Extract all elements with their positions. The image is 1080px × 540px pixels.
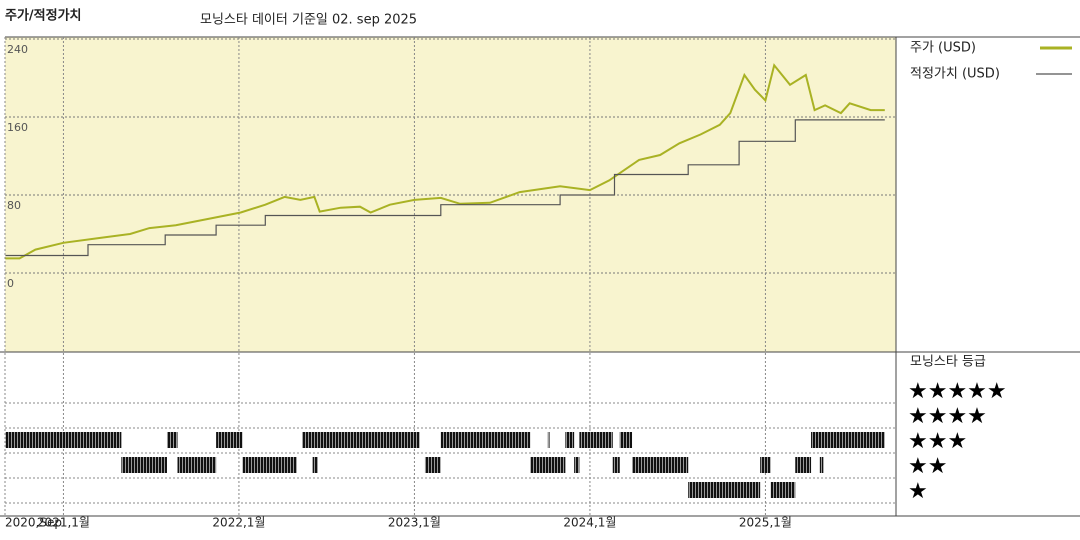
rating-period bbox=[312, 457, 318, 473]
x-tick-label: 2024,1월 bbox=[563, 516, 616, 530]
rating-period bbox=[688, 482, 761, 498]
rating-period bbox=[166, 432, 178, 448]
rating-period bbox=[302, 432, 420, 448]
rating-title: 모닝스타 등급 bbox=[910, 355, 986, 370]
rating-period bbox=[579, 432, 613, 448]
rating-period bbox=[530, 457, 566, 473]
x-tick-label: 2021,1월 bbox=[37, 516, 90, 530]
rating-period bbox=[565, 432, 575, 448]
rating-period bbox=[632, 457, 689, 473]
rating-period bbox=[177, 457, 217, 473]
rating-period bbox=[574, 457, 580, 473]
chart-title: 주가/적정가치 bbox=[5, 8, 82, 24]
rating-period bbox=[619, 432, 633, 448]
rating-period bbox=[242, 457, 297, 473]
y-tick-label: 160 bbox=[7, 121, 28, 134]
rating-period bbox=[760, 457, 771, 473]
x-tick-label: 2022,1월 bbox=[212, 516, 265, 530]
y-tick-label: 0 bbox=[7, 277, 14, 290]
rating-period bbox=[819, 457, 824, 473]
series-line bbox=[5, 119, 885, 257]
level-label: ★★★★ bbox=[908, 404, 987, 429]
legend-label: 적정가치 (USD) bbox=[910, 67, 1000, 82]
x-tick-label: 2023,1월 bbox=[388, 516, 441, 530]
rating-period bbox=[795, 457, 812, 473]
y-tick-label: 80 bbox=[7, 199, 21, 212]
level-label: ★★★ bbox=[908, 429, 967, 454]
chart-subtitle: 모닝스타 데이터 기준일 02. sep 2025 bbox=[200, 13, 417, 28]
level-label: ★★★★★ bbox=[908, 379, 1007, 404]
rating-period bbox=[121, 457, 167, 473]
rating-period bbox=[5, 432, 122, 448]
rating-period bbox=[770, 482, 796, 498]
x-tick-label: 2025,1월 bbox=[739, 516, 792, 530]
rating-period bbox=[612, 457, 620, 473]
level-label: ★★ bbox=[908, 454, 947, 479]
series-line bbox=[5, 63, 885, 260]
y-tick-label: 240 bbox=[7, 43, 28, 56]
rating-period bbox=[216, 432, 243, 448]
rating-period bbox=[547, 432, 550, 448]
legend-label: 주가 (USD) bbox=[910, 41, 976, 56]
level-label: ★ bbox=[908, 479, 928, 504]
rating-period bbox=[811, 432, 885, 448]
rating-period bbox=[440, 432, 531, 448]
rating-period bbox=[424, 457, 441, 473]
x-tick-label: 2020,Sep bbox=[5, 516, 62, 530]
